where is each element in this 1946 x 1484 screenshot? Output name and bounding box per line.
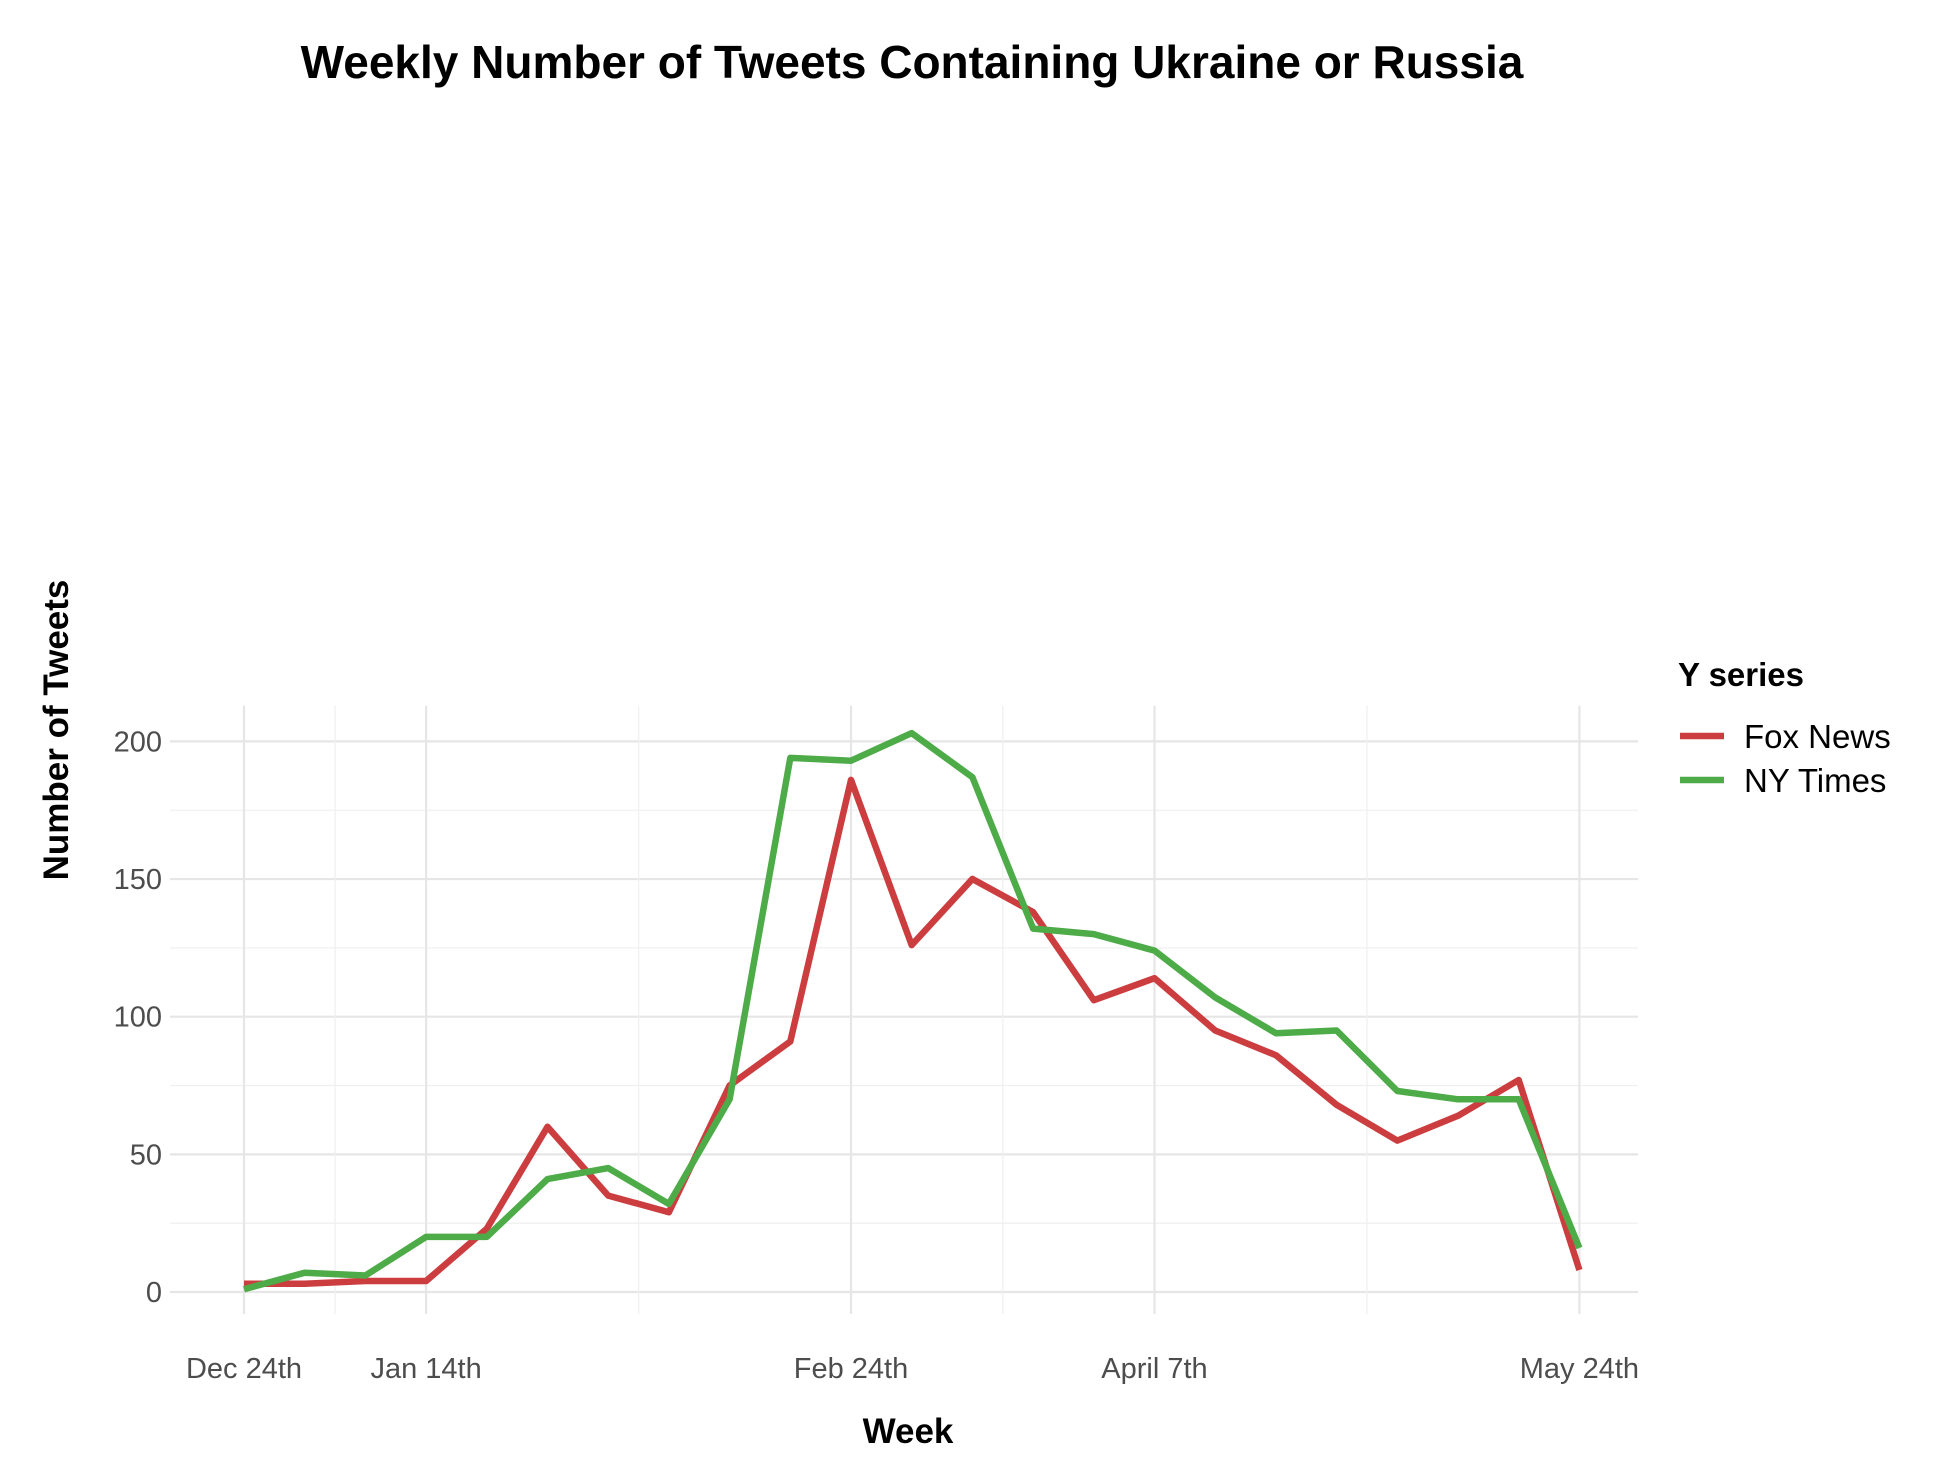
y-tick-label: 100 [114, 1002, 162, 1034]
x-tick-label: Dec 24th [186, 1353, 302, 1385]
y-tick-label: 150 [114, 864, 162, 896]
legend-items: Fox News NY Times [1680, 718, 1891, 799]
legend: Y series Fox News NY Times [1678, 656, 1891, 799]
y-axis-title: Number of Tweets [37, 580, 76, 881]
y-tick-label: 50 [130, 1139, 162, 1171]
series-lines [243, 729, 1583, 1293]
x-tick-label: Jan 14th [370, 1353, 481, 1385]
x-axis-title: Week [863, 1412, 954, 1451]
x-tick-label: Feb 24th [794, 1353, 908, 1385]
y-axis: 0 50 100 150 200 [114, 726, 162, 1309]
x-axis: Dec 24th Jan 14th Feb 24th April 7th May 24t… [186, 1353, 1639, 1385]
series-line-ny-times [243, 729, 1583, 1293]
legend-label-fox-news: Fox News [1744, 718, 1891, 755]
x-tick-label: April 7th [1101, 1353, 1207, 1385]
legend-title: Y series [1678, 656, 1804, 693]
chart-title: Weekly Number of Tweets Containing Ukrai… [301, 36, 1524, 88]
legend-label-ny-times: NY Times [1744, 762, 1886, 799]
grid [170, 705, 1638, 1315]
y-tick-label: 0 [146, 1277, 162, 1309]
y-tick-label: 200 [114, 726, 162, 758]
series-line-fox-news [244, 776, 1583, 1287]
x-tick-label: May 24th [1520, 1353, 1639, 1385]
